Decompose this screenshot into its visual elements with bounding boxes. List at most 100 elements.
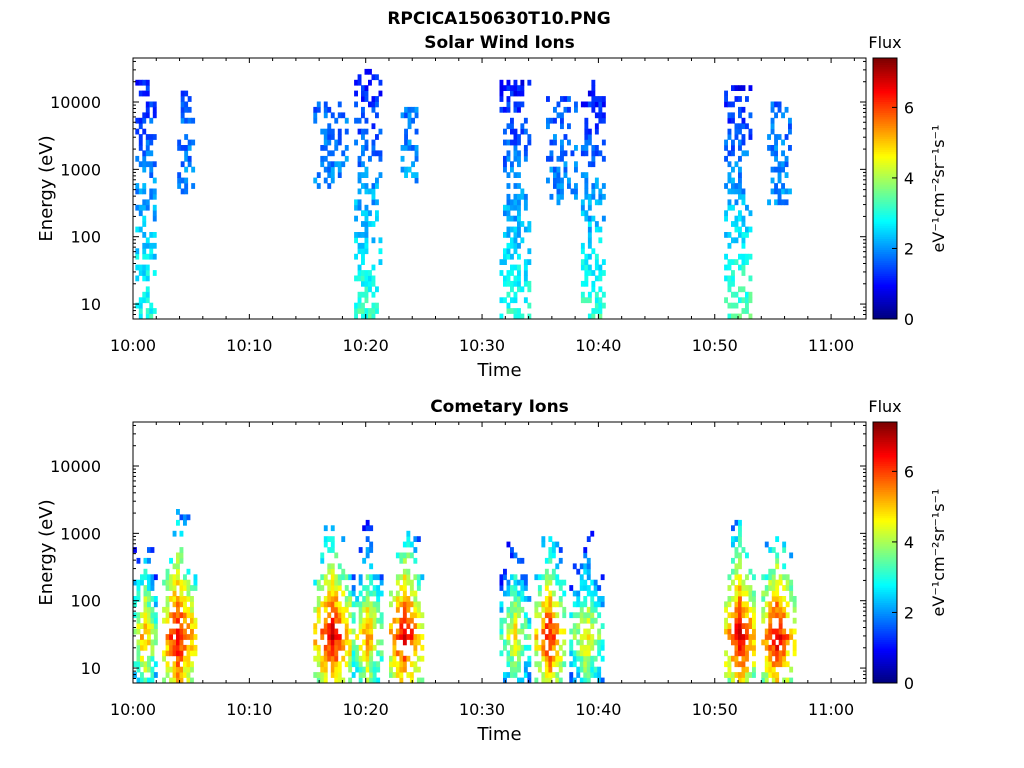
colorbar-segment — [873, 305, 897, 309]
heatmap-cell — [362, 596, 367, 602]
heatmap-cell — [745, 253, 749, 260]
heatmap-cell — [748, 639, 753, 646]
heatmap-cell — [551, 661, 556, 668]
heatmap-cell — [320, 666, 325, 673]
heatmap-cell — [580, 297, 585, 304]
heatmap-cell — [152, 270, 157, 276]
colorbar-segment — [873, 665, 897, 669]
heatmap-cell — [357, 199, 362, 206]
heatmap-cell — [180, 161, 185, 168]
heatmap-cell — [341, 590, 346, 597]
heatmap-cell — [371, 106, 376, 113]
heatmap-cell — [399, 666, 404, 673]
heatmap-cell — [313, 672, 318, 678]
heatmap-cell — [357, 264, 362, 271]
heatmap-cell — [327, 579, 332, 586]
heatmap-cell — [362, 672, 367, 678]
heatmap-cell — [738, 634, 742, 640]
colorbar-segment — [873, 602, 897, 606]
heatmap-cell — [583, 563, 588, 570]
heatmap-cell — [551, 628, 556, 635]
heatmap-cell — [506, 150, 511, 157]
heatmap-cell — [506, 280, 511, 287]
heatmap-cell — [587, 101, 592, 108]
heatmap-cell — [150, 655, 155, 662]
heatmap-cell — [323, 525, 328, 532]
heatmap-cell — [745, 302, 749, 309]
heatmap-cell — [395, 650, 400, 657]
heatmap-cell — [517, 590, 521, 597]
heatmap-cell — [731, 139, 735, 146]
heatmap-cell — [510, 204, 514, 211]
heatmap-cell — [364, 210, 369, 217]
heatmap-cell — [376, 661, 381, 668]
colorbar-segment — [873, 456, 897, 460]
heatmap-cell — [150, 617, 155, 624]
heatmap-cell — [150, 623, 155, 629]
heatmap-cell — [183, 628, 187, 635]
heatmap-cell — [738, 226, 742, 233]
heatmap-cell — [584, 264, 589, 271]
heatmap-cell — [558, 628, 563, 635]
heatmap-cell — [316, 655, 321, 662]
heatmap-cell — [551, 655, 556, 662]
colorbar-tick-label: 2 — [904, 239, 914, 258]
heatmap-cell — [731, 291, 735, 298]
heatmap-cell — [358, 617, 363, 624]
heatmap-cell — [406, 617, 411, 624]
heatmap-cell — [193, 623, 198, 629]
heatmap-cell — [553, 166, 557, 173]
heatmap-cell — [165, 661, 170, 668]
colorbar-segment — [873, 97, 897, 100]
heatmap-cell — [355, 644, 360, 651]
heatmap-cell — [748, 253, 753, 260]
heatmap-cell — [344, 634, 349, 640]
heatmap-cell — [781, 112, 785, 119]
heatmap-cell — [558, 644, 563, 651]
heatmap-cell — [792, 644, 797, 651]
heatmap-cell — [351, 574, 356, 581]
heatmap-cell — [354, 253, 358, 260]
heatmap-cell — [553, 183, 557, 189]
heatmap-cell — [150, 612, 155, 619]
heatmap-cell — [548, 547, 553, 553]
heatmap-cell — [172, 650, 177, 657]
heatmap-cell — [741, 677, 746, 684]
heatmap-cell — [330, 563, 335, 570]
heatmap-cell — [741, 150, 746, 157]
heatmap-cell — [738, 606, 742, 613]
colorbar-segment — [873, 630, 897, 634]
heatmap-cell — [149, 193, 154, 200]
heatmap-cell — [727, 302, 732, 309]
heatmap-cell — [153, 601, 158, 608]
colorbar-segment — [873, 667, 897, 671]
heatmap-cell — [594, 275, 599, 282]
heatmap-cell — [406, 596, 411, 602]
heatmap-cell — [541, 639, 546, 646]
colorbar-segment — [873, 576, 897, 580]
heatmap-cell — [378, 248, 383, 255]
heatmap-cell — [357, 79, 362, 86]
heatmap-cell — [320, 161, 325, 168]
heatmap-cell — [407, 166, 412, 173]
heatmap-cell — [365, 585, 370, 591]
heatmap-cell — [792, 617, 797, 624]
heatmap-cell — [598, 313, 603, 320]
colorbar-units-label: eV⁻¹cm⁻²sr⁻¹s⁻¹ — [929, 489, 948, 617]
heatmap-cell — [327, 106, 332, 113]
heatmap-cell — [323, 617, 328, 624]
heatmap-cell — [584, 259, 589, 265]
heatmap-cell — [731, 639, 735, 646]
heatmap-cell — [313, 644, 318, 651]
heatmap-cell — [738, 661, 742, 668]
heatmap-cell — [375, 96, 379, 102]
heatmap-cell — [517, 242, 521, 249]
heatmap-cell — [777, 188, 782, 195]
heatmap-cell — [738, 215, 742, 222]
heatmap-cell — [601, 155, 606, 162]
heatmap-cell — [375, 215, 379, 222]
colorbar-segment — [873, 201, 897, 205]
heatmap-cell — [330, 161, 335, 168]
heatmap-cell — [179, 672, 184, 678]
heatmap-cell — [584, 297, 589, 304]
